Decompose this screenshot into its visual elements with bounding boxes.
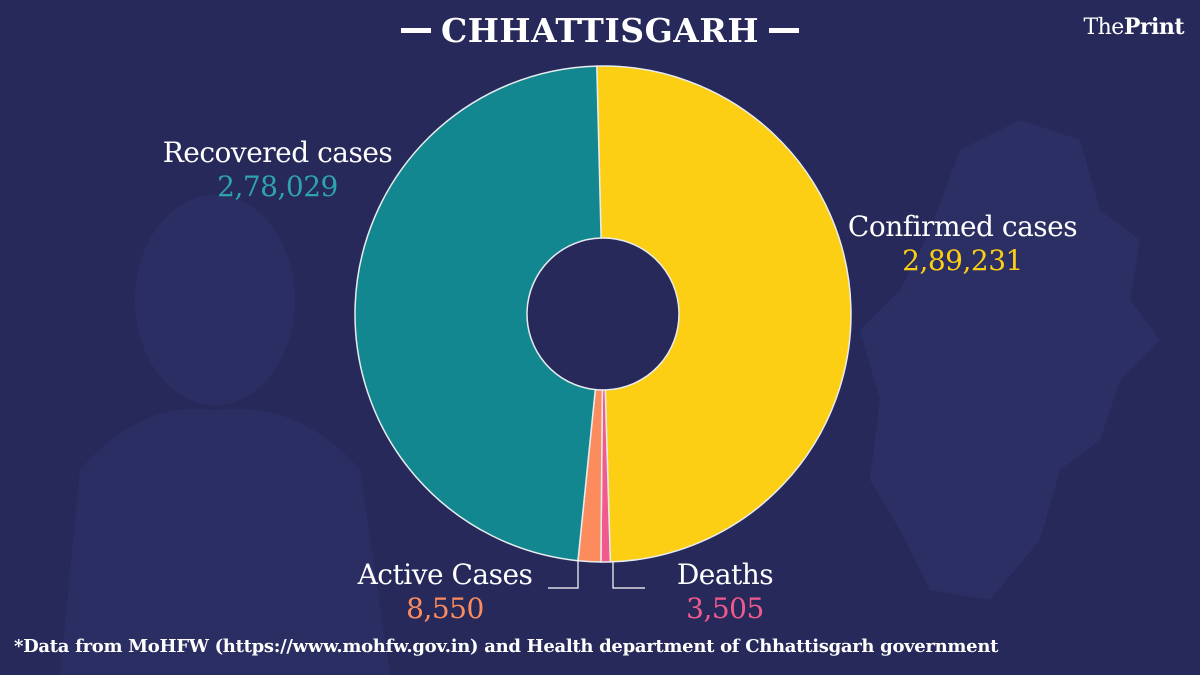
label-active-value: 8,550 [406,592,484,625]
label-confirmed-value: 2,89,231 [902,244,1023,277]
state-map-silhouette [860,120,1160,600]
label-recovered-value: 2,78,029 [217,170,338,203]
active-leader-line [548,560,579,589]
label-deaths-name: Deaths [676,558,774,591]
label-active: Active Cases 8,550 [340,558,550,626]
label-recovered-name: Recovered cases [162,136,393,169]
title-bar: CHHATTISGARH [0,8,1200,52]
label-active-name: Active Cases [357,558,533,591]
brand-logo: ThePrint [1083,14,1184,40]
slice-confirmed [596,65,852,563]
source-footnote: *Data from MoHFW (https://www.mohfw.gov.… [14,636,999,657]
slice-recovered [354,65,602,562]
label-confirmed: Confirmed cases 2,89,231 [835,210,1090,278]
label-deaths-value: 3,505 [686,592,764,625]
title-dash-left [400,27,431,33]
label-recovered: Recovered cases 2,78,029 [150,136,405,204]
donut-slices [354,65,852,563]
title-dash-right [769,27,800,33]
portrait-silhouette [60,195,390,675]
label-deaths: Deaths 3,505 [655,558,795,626]
leader-lines [548,560,645,589]
chart-title: CHHATTISGARH [440,10,760,50]
deaths-leader-line [612,562,645,589]
label-confirmed-name: Confirmed cases [847,210,1078,243]
